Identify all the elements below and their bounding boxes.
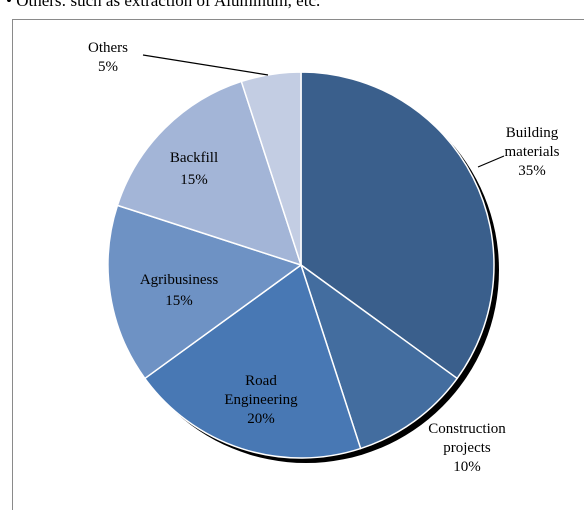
chart-frame	[12, 19, 584, 510]
pie-label-building-materials: Building materials 35%	[505, 125, 560, 179]
pie-label-road-engineering: Road Engineering 20%	[224, 373, 298, 427]
pie-label-agribusiness: Agribusiness 15%	[140, 272, 218, 309]
pie-slice-agribusiness	[107, 204, 302, 380]
leader-line-building-materials	[477, 155, 505, 168]
pie-slice-backfill	[116, 80, 302, 266]
pie-slice-others	[240, 71, 302, 266]
caption-text: • Others: such as extraction of Aluminum…	[6, 0, 321, 10]
leader-line-others	[142, 54, 269, 76]
pie-slice-building-materials	[300, 71, 495, 380]
pie-label-others: Others 5%	[88, 40, 128, 75]
pie-label-construction-projects: Construction projects 10%	[428, 421, 506, 475]
pie-slice-road-engineering	[144, 264, 362, 459]
pie-label-backfill: Backfill 15%	[170, 150, 218, 188]
pie-slice-construction-projects	[300, 264, 458, 450]
